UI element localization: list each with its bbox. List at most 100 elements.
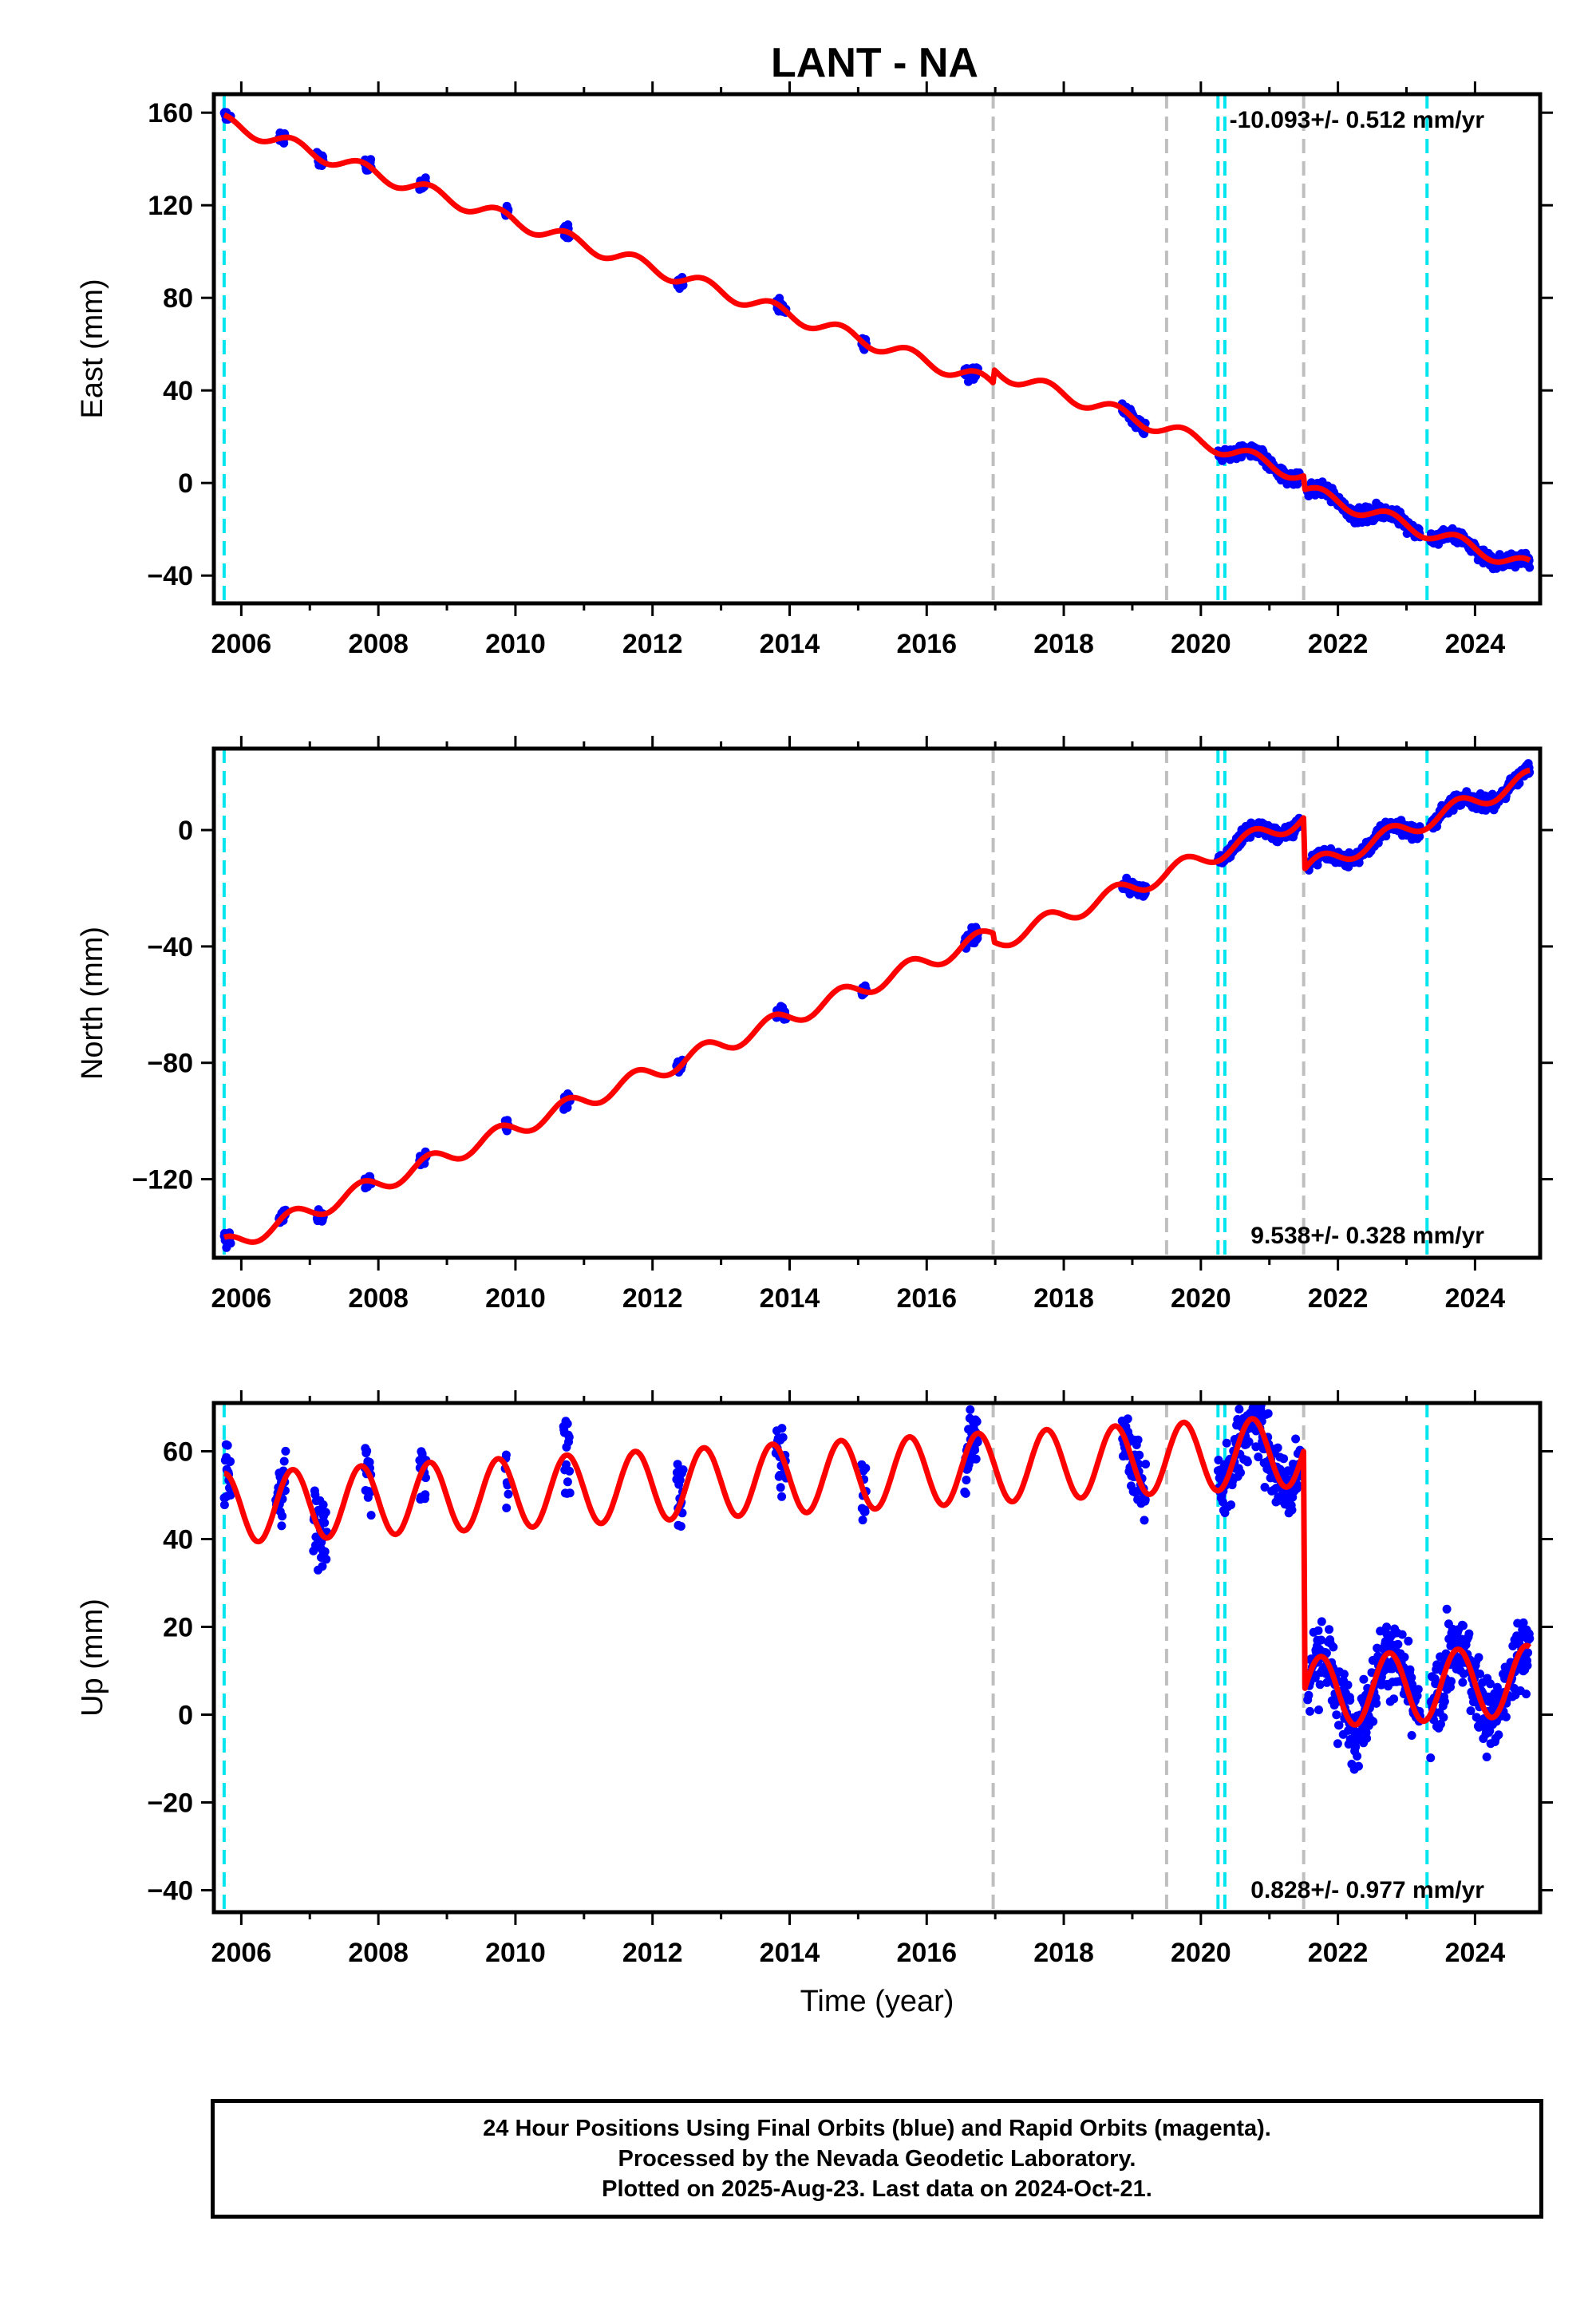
y-tick-label: 40 <box>163 376 193 406</box>
observation-point <box>366 1511 376 1520</box>
observation-point <box>1306 1706 1314 1716</box>
footer-line-1: 24 Hour Positions Using Final Orbits (bl… <box>483 2116 1271 2141</box>
x-tick-label: 2016 <box>896 1283 957 1314</box>
observation-point <box>1407 1673 1416 1682</box>
observation-point <box>673 1460 682 1469</box>
observation-point <box>1525 563 1535 572</box>
plot-area <box>219 749 1535 1258</box>
observation-point <box>1279 1454 1289 1464</box>
observation-point <box>973 1437 982 1447</box>
observation-point <box>1404 1636 1413 1646</box>
y-tick-label: −20 <box>147 1788 193 1819</box>
observation-point <box>1236 1468 1245 1477</box>
rate-label: 0.828+/- 0.977 mm/yr <box>1250 1877 1484 1903</box>
observation-point <box>1525 1634 1535 1643</box>
observation-point <box>675 1476 685 1484</box>
observation-point <box>1353 1752 1362 1761</box>
observation-point <box>1315 1680 1325 1690</box>
y-tick-label: −40 <box>147 1876 193 1907</box>
observation-point <box>1260 1483 1270 1492</box>
observation-point <box>504 1489 513 1499</box>
x-tick-label: 2022 <box>1308 629 1369 659</box>
observation-point <box>970 1445 980 1455</box>
observation-point <box>1447 1677 1456 1686</box>
observation-point <box>501 1450 511 1460</box>
panel-north: −120 −80 −40 0 2006 2008 2010 2012 2014 2016 2018 2… <box>76 736 1553 1314</box>
x-tick-label: 2012 <box>622 1938 683 1968</box>
observation-point <box>1522 1690 1531 1699</box>
x-tick-label: 2010 <box>485 1283 546 1314</box>
observation-point <box>1523 1648 1533 1658</box>
observation-point <box>1439 1713 1448 1722</box>
observation-point <box>565 1466 575 1476</box>
observation-point <box>962 1476 971 1484</box>
observation-point <box>421 1490 430 1500</box>
observation-point <box>1123 1414 1132 1424</box>
x-tick-label: 2024 <box>1445 1938 1506 1968</box>
observation-point <box>1413 1685 1423 1694</box>
observation-point <box>1381 832 1391 841</box>
observation-point <box>565 1488 575 1498</box>
x-tick-label: 2012 <box>622 1283 683 1314</box>
x-tick-label: 2020 <box>1171 1283 1231 1314</box>
y-tick-label: 40 <box>163 1525 193 1555</box>
observation-point <box>1141 1460 1151 1469</box>
observation-point <box>1332 1710 1341 1720</box>
observation-point <box>1519 1618 1528 1627</box>
observation-point <box>972 1417 982 1426</box>
observation-point <box>1140 1516 1149 1525</box>
x-tick-label: 2018 <box>1033 1938 1094 1968</box>
x-tick-label: 2008 <box>348 629 409 659</box>
observation-point <box>1237 1380 1246 1389</box>
observation-point <box>1412 1691 1422 1701</box>
observation-point <box>678 1465 688 1475</box>
observation-point <box>322 1555 331 1564</box>
observation-point <box>1314 1626 1323 1635</box>
y-tick-label: 160 <box>148 98 193 128</box>
observation-point <box>1405 1665 1415 1674</box>
observation-point <box>1140 1495 1150 1504</box>
observation-point <box>1254 1452 1263 1462</box>
observation-point <box>1329 1642 1338 1652</box>
x-tick-label: 2020 <box>1171 629 1231 659</box>
y-tick-label: −40 <box>147 932 193 962</box>
observation-point <box>1246 1391 1255 1400</box>
observation-point <box>277 1521 286 1531</box>
observation-point <box>1313 860 1322 870</box>
y-tick-label: 0 <box>178 816 193 846</box>
y-tick-label: −80 <box>147 1049 193 1079</box>
x-tick-label: 2024 <box>1445 629 1506 659</box>
x-tick-label: 2008 <box>348 1938 409 1968</box>
observation-point <box>1501 1712 1511 1721</box>
observation-point <box>1214 1456 1223 1464</box>
plot-frame <box>211 92 1543 606</box>
model-curve <box>223 1416 1532 1728</box>
observation-point <box>1133 1435 1143 1445</box>
x-tick-label: 2012 <box>622 629 683 659</box>
observation-point <box>971 1454 981 1464</box>
observation-point <box>1135 1450 1144 1460</box>
observation-point <box>1251 1442 1261 1452</box>
observation-point <box>1333 1739 1342 1749</box>
observation-point <box>421 1473 430 1483</box>
observation-point <box>1486 1679 1495 1689</box>
observation-point <box>1407 1731 1416 1740</box>
observation-point <box>1227 1500 1236 1510</box>
observation-point <box>961 1488 970 1498</box>
x-tick-label: 2010 <box>485 1938 546 1968</box>
observation-point <box>1389 1694 1399 1704</box>
footer-line-2: Processed by the Nevada Geodetic Laborat… <box>618 2146 1136 2172</box>
observation-point <box>278 1512 287 1521</box>
footer-box: 24 Hour Positions Using Final Orbits (bl… <box>211 2099 1543 2219</box>
observation-point <box>1442 1604 1452 1614</box>
model-curve <box>223 112 1531 565</box>
observation-point <box>226 1239 235 1248</box>
x-tick-label: 2014 <box>760 1283 820 1314</box>
observation-point <box>1291 1434 1301 1444</box>
observation-point <box>778 1433 788 1442</box>
x-tick-label: 2006 <box>211 1283 272 1314</box>
observation-point <box>1393 1639 1403 1649</box>
observation-point <box>861 1464 871 1473</box>
observation-point <box>1426 1753 1436 1763</box>
observation-point <box>676 1522 685 1531</box>
